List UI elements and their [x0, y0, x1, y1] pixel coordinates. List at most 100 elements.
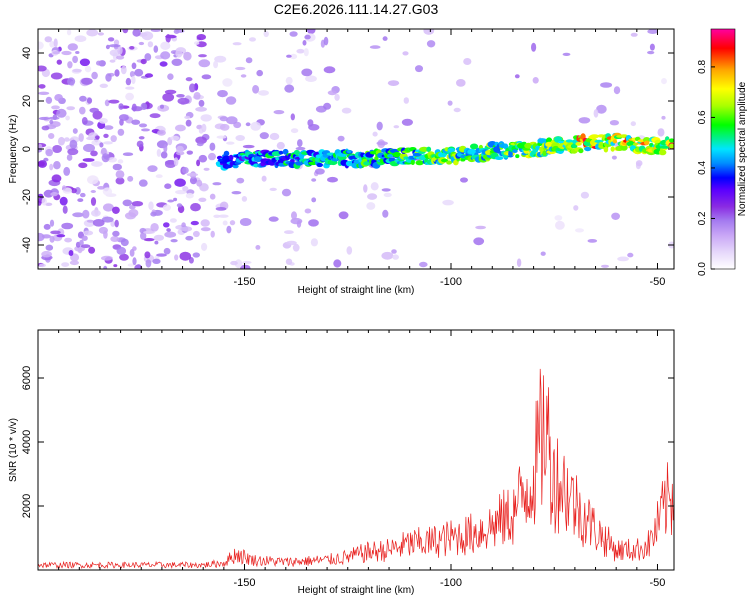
heatmap-speckle — [38, 84, 46, 89]
heatmap-speckle — [613, 86, 621, 95]
heatmap-speckle — [170, 135, 180, 141]
heatmap-speckle — [45, 96, 53, 104]
heatmap-speckle — [562, 52, 571, 57]
snr-panel: -150 -100 -50 2000 4000 6000 Height of straig… — [8, 329, 675, 596]
heatmap-speckle — [96, 60, 102, 66]
heatmap-speckle — [198, 197, 207, 202]
heatmap-speckle — [166, 228, 171, 232]
heatmap-ridge-cell — [508, 150, 513, 158]
heatmap-speckle — [141, 128, 150, 132]
heatmap-speckle — [44, 36, 53, 43]
heatmap-speckle — [167, 199, 175, 203]
heatmap-speckle — [45, 148, 53, 157]
heatmap-speckle — [89, 107, 99, 113]
heatmap-speckle — [630, 121, 636, 127]
heatmap-speckle — [179, 251, 192, 261]
heatmap-speckle — [601, 264, 609, 268]
heatmap-speckle — [180, 226, 193, 232]
heatmap-speckle — [627, 252, 634, 258]
heatmap-speckle — [49, 41, 55, 48]
heatmap-speckle — [86, 29, 99, 37]
heatmap-speckle — [78, 133, 84, 142]
heatmap-speckle — [79, 58, 90, 67]
heatmap-speckle — [175, 49, 183, 58]
heatmap-ridge-cell — [447, 148, 455, 153]
heatmap-speckle — [160, 41, 171, 50]
heatmap-speckle — [611, 155, 617, 160]
heatmap-speckle — [292, 243, 300, 252]
heatmap-speckle — [101, 255, 113, 261]
spectrogram-y-axis-label: Frequency (Hz) — [8, 115, 19, 184]
heatmap-speckle — [578, 117, 591, 124]
heatmap-speckle — [189, 176, 198, 185]
heatmap-speckle — [393, 125, 400, 129]
heatmap-speckle — [453, 107, 461, 113]
heatmap-speckle — [59, 196, 68, 206]
heatmap-speckle — [170, 239, 178, 243]
heatmap-ridge-cell — [571, 143, 577, 148]
heatmap-speckle — [630, 32, 638, 37]
heatmap-speckle — [363, 184, 368, 193]
heatmap-speckle — [150, 29, 161, 32]
y-tick-label: -20 — [21, 189, 33, 205]
heatmap-speckle — [77, 246, 83, 254]
heatmap-speckle — [341, 107, 352, 114]
heatmap-speckle — [100, 147, 107, 156]
heatmap-speckle — [56, 234, 66, 238]
heatmap-speckle — [38, 91, 50, 96]
heatmap-speckle — [185, 192, 194, 199]
heatmap-ridge-cell — [575, 142, 582, 146]
heatmap-speckle — [67, 148, 79, 156]
heatmap-speckle — [117, 128, 125, 136]
heatmap-speckle — [171, 58, 183, 66]
heatmap-speckle — [102, 187, 113, 196]
heatmap-speckle — [127, 175, 134, 182]
y-tick-label: 0 — [21, 146, 33, 152]
heatmap-speckle — [323, 102, 332, 110]
heatmap-ridge-cell — [589, 134, 600, 139]
heatmap-speckle — [65, 115, 70, 121]
heatmap-speckle — [372, 131, 378, 137]
heatmap-speckle — [150, 211, 157, 217]
heatmap-speckle — [117, 159, 124, 164]
heatmap-speckle — [195, 136, 207, 145]
heatmap-speckle — [276, 141, 285, 150]
heatmap-speckle — [163, 143, 168, 153]
heatmap-speckle — [152, 258, 161, 264]
colorbar-frame — [710, 28, 736, 270]
heatmap-speckle — [92, 219, 105, 227]
heatmap-speckle — [69, 260, 79, 266]
heatmap-speckle — [86, 219, 95, 223]
heatmap-speckle — [103, 265, 108, 269]
heatmap-speckle — [229, 220, 236, 226]
heatmap-ridge-cell — [537, 138, 548, 144]
heatmap-speckle — [118, 114, 129, 121]
heatmap-speckle — [86, 97, 93, 104]
heatmap-speckle — [617, 256, 629, 262]
heatmap-speckle — [167, 73, 174, 80]
heatmap-speckle — [87, 175, 99, 185]
heatmap-speckle — [259, 132, 269, 140]
heatmap-speckle — [173, 157, 179, 167]
heatmap-speckle — [295, 146, 306, 151]
heatmap-ridge-cell — [470, 143, 479, 150]
heatmap-speckle — [198, 154, 208, 163]
heatmap-speckle — [132, 257, 137, 266]
heatmap-speckle — [51, 105, 60, 110]
heatmap-speckle — [657, 128, 665, 137]
heatmap-speckle — [69, 139, 78, 149]
heatmap-speckle — [242, 260, 252, 264]
heatmap-speckle — [107, 37, 115, 42]
heatmap-speckle — [41, 197, 47, 206]
heatmap-speckle — [291, 211, 297, 220]
heatmap-speckle — [79, 95, 87, 102]
heatmap-speckle — [555, 220, 565, 230]
heatmap-speckle — [323, 66, 336, 74]
heatmap-speckle — [177, 97, 190, 105]
heatmap-speckle — [239, 218, 252, 226]
heatmap-speckle — [62, 185, 67, 190]
heatmap-speckle — [79, 106, 86, 115]
heatmap-speckle — [250, 121, 261, 131]
heatmap-speckle — [442, 199, 454, 206]
heatmap-speckle — [110, 135, 117, 143]
